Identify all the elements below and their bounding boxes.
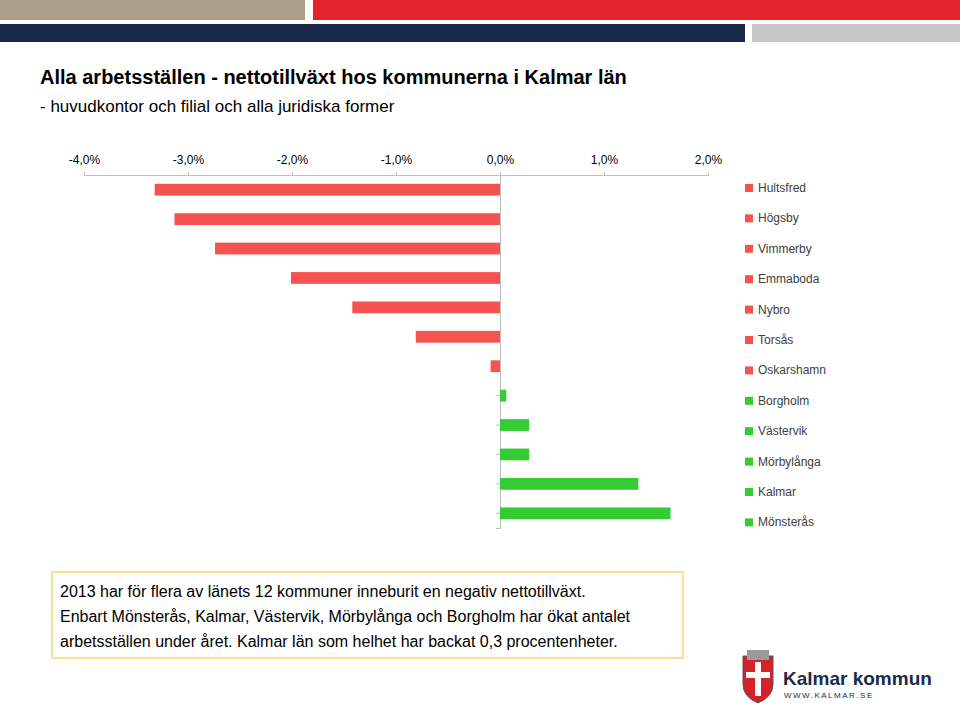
legend-label: Nybro (758, 303, 790, 317)
x-tick-mark (604, 172, 605, 175)
category-tick-mark (496, 483, 500, 484)
bar (174, 213, 500, 225)
x-tick-label: 1,0% (591, 153, 619, 167)
category-tick (496, 395, 500, 396)
bar (215, 243, 500, 255)
logo-shield (743, 656, 773, 703)
category-tick (496, 513, 500, 514)
legend-swatch (745, 427, 753, 435)
logo: Kalmar kommun WWW.KALMAR.SE (743, 650, 932, 703)
slide: Alla arbetsställen - nettotillväxt hos k… (0, 0, 960, 707)
logo-cross (746, 672, 770, 678)
x-tick-mark (708, 172, 709, 175)
bar (500, 478, 638, 490)
legend-label: Torsås (758, 333, 793, 347)
legend-label: Västervik (758, 424, 808, 438)
legend-label: Oskarshamn (758, 363, 826, 377)
x-axis-line (85, 172, 709, 176)
bars (155, 184, 671, 519)
logo-cross (755, 662, 761, 696)
bar (291, 272, 500, 284)
x-axis: -4,0% -3,0% -2,0% -1,0% 0,0% 1,0% 2,0% (69, 153, 723, 176)
legend-label: Borgholm (758, 394, 809, 408)
x-tick: -1,0% (381, 153, 413, 175)
legend-label: Kalmar (758, 485, 796, 499)
x-tick-label: 2,0% (695, 153, 723, 167)
logo-url: WWW.KALMAR.SE (784, 691, 874, 700)
logo-name: Kalmar kommun (783, 668, 932, 689)
header-bands (0, 0, 960, 42)
bar (500, 419, 529, 431)
bar (500, 390, 506, 402)
legend-label: Emmaboda (758, 272, 820, 286)
bar (155, 184, 500, 196)
category-tick-mark (496, 513, 500, 514)
header-band (0, 0, 305, 20)
annotation-line: Enbart Mönsterås, Kalmar, Västervik, Mör… (60, 608, 631, 625)
x-tick-mark (84, 172, 85, 175)
annotation-line: arbetsställen under året. Kalmar län som… (60, 633, 618, 650)
category-tick (496, 483, 500, 484)
legend-swatch (745, 397, 753, 405)
x-tick-label: -4,0% (69, 153, 101, 167)
x-tick: 1,0% (591, 153, 619, 175)
category-tick-mark (496, 454, 500, 455)
bar (500, 507, 671, 519)
legend-swatch (745, 518, 753, 526)
x-tick-label: -2,0% (277, 153, 309, 167)
legend-swatch (745, 458, 753, 466)
x-tick: -4,0% (69, 153, 101, 175)
x-tick-label: -3,0% (173, 153, 205, 167)
category-tick-mark (496, 425, 500, 426)
legend: Hultsfred Högsby Vimmerby Emmaboda Nybro Tors… (745, 181, 826, 529)
legend-swatch (745, 488, 753, 496)
legend-label: Mörbylånga (758, 455, 821, 469)
legend-swatch (745, 306, 753, 314)
logo-crown (747, 650, 769, 660)
x-tick-label: 0,0% (487, 153, 515, 167)
legend-swatch (745, 245, 753, 253)
category-tick (496, 454, 500, 455)
category-tick (496, 425, 500, 426)
x-tick: 2,0% (695, 153, 723, 175)
x-tick: 0,0% (487, 153, 515, 175)
header-band (752, 24, 960, 42)
legend-label: Mönsterås (758, 515, 814, 529)
header-band (0, 24, 745, 42)
x-tick-mark (500, 172, 501, 175)
subtitle: - huvudkontor och filial och alla juridi… (40, 97, 395, 116)
x-tick-mark (396, 172, 397, 175)
header-band (313, 0, 960, 20)
x-tick: -2,0% (277, 153, 309, 175)
x-tick-label: -1,0% (381, 153, 413, 167)
legend-label: Vimmerby (758, 242, 812, 256)
title: Alla arbetsställen - nettotillväxt hos k… (40, 66, 627, 88)
legend-swatch (745, 336, 753, 344)
category-axis-line (496, 176, 501, 529)
annotation-box: 2013 har för flera av länets 12 kommuner… (52, 572, 683, 658)
bar (500, 449, 529, 461)
legend-swatch (745, 214, 753, 222)
annotation-line: 2013 har för flera av länets 12 kommuner… (60, 583, 586, 600)
x-tick-mark (188, 172, 189, 175)
legend-swatch (745, 366, 753, 374)
bar (352, 301, 500, 313)
bar (416, 331, 500, 343)
category-tick-mark (496, 395, 500, 396)
legend-label: Högsby (758, 211, 799, 225)
bar (491, 360, 500, 372)
legend-label: Hultsfred (758, 181, 806, 195)
x-tick: -3,0% (173, 153, 205, 175)
x-tick-mark (292, 172, 293, 175)
legend-swatch (745, 275, 753, 283)
category-axis (496, 176, 501, 529)
annotation-frame (52, 572, 683, 658)
legend-swatch (745, 184, 753, 192)
